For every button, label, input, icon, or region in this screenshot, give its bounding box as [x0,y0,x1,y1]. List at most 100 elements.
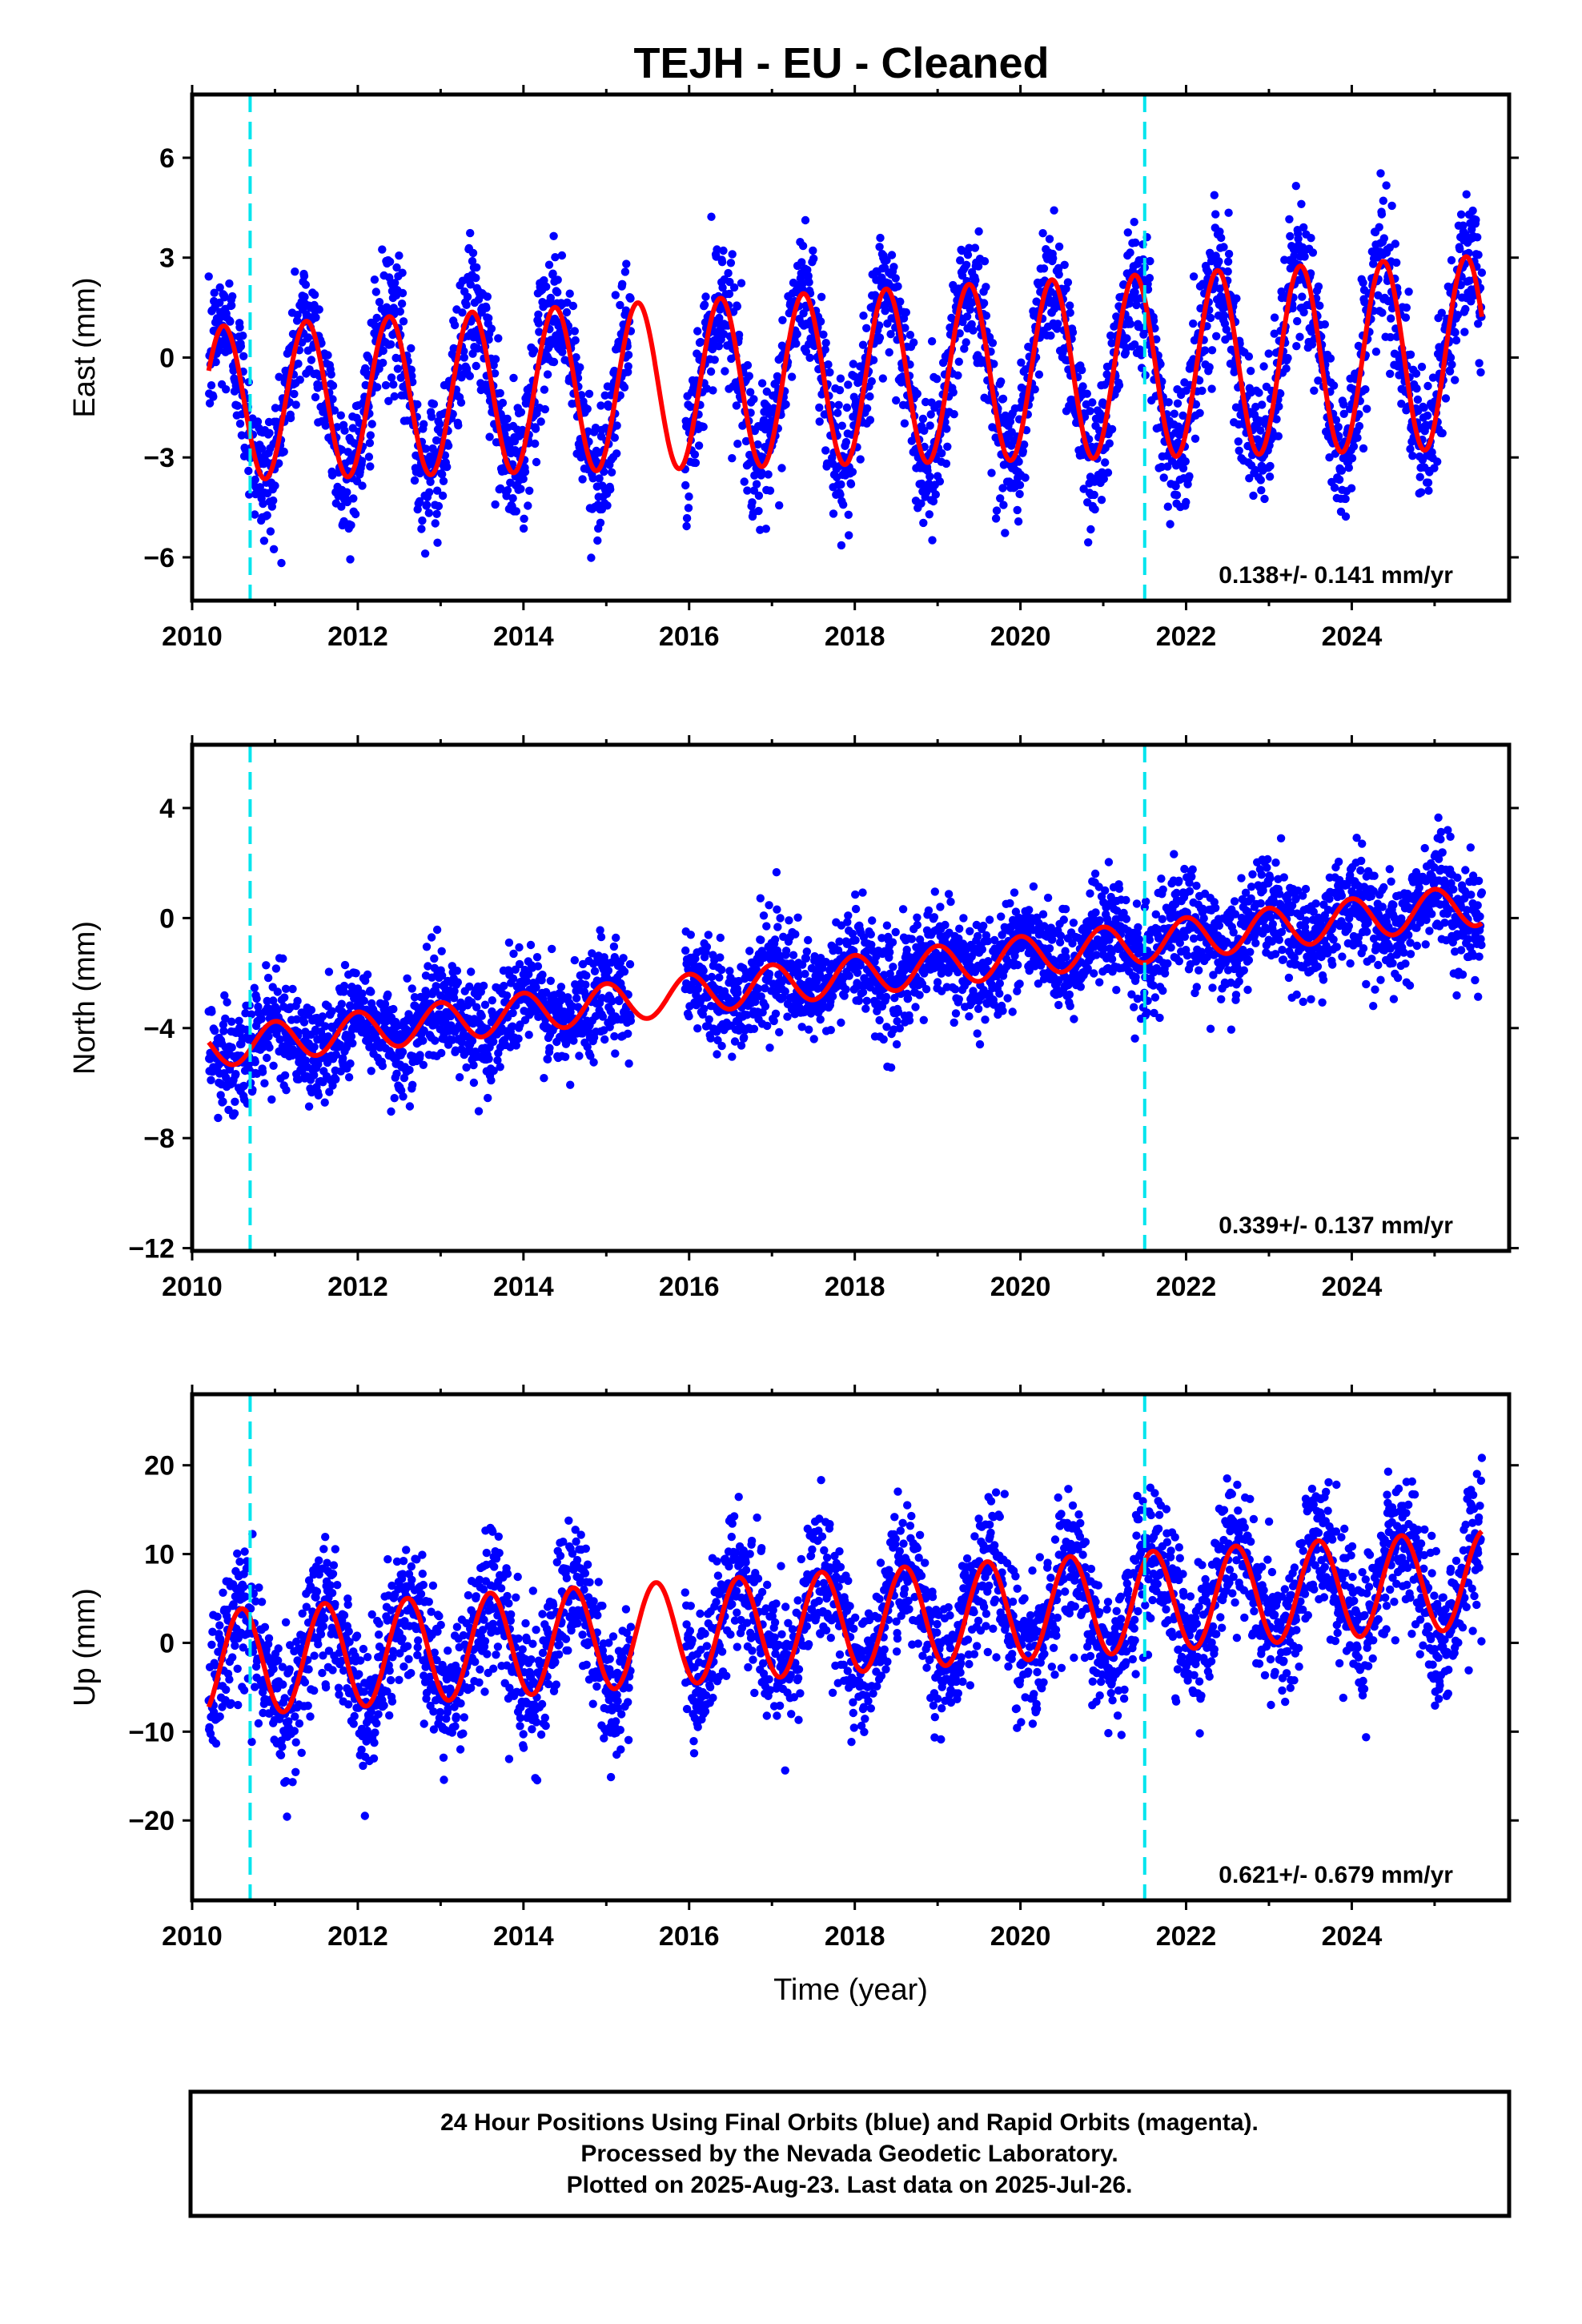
north-data-point [713,1050,721,1059]
north-data-point [280,1071,290,1080]
east-data-point [227,301,236,310]
east-y-tick-label: 0 [159,343,175,373]
north-data-point [431,1036,440,1045]
east-data-point [1166,520,1174,529]
north-data-point [488,996,496,1005]
east-data-point [1329,381,1339,390]
east-data-point [997,377,1006,386]
east-data-point [621,306,631,315]
east-data-point [1413,395,1423,404]
north-data-point [500,981,508,991]
east-data-point [1244,352,1254,361]
east-data-point [1411,369,1421,378]
east-data-point [1361,385,1370,394]
east-data-point [837,541,846,550]
north-data-point [263,1053,271,1063]
east-data-point [1060,260,1069,269]
north-data-point [416,1051,424,1059]
north-data-point [681,946,690,955]
north-data-point [231,1070,240,1079]
east-data-point [381,380,391,390]
north-data-point [763,1021,772,1031]
east-data-point [962,338,970,347]
north-data-point [861,1004,870,1013]
north-data-point [390,1094,399,1103]
east-data-point [725,289,734,299]
east-data-point [422,501,432,509]
north-data-point [716,953,725,962]
east-data-point [549,231,558,240]
north-data-point [282,1086,291,1095]
east-data-point [1001,529,1010,537]
east-data-point [765,486,775,495]
east-data-point [1314,376,1323,385]
east-data-point [1207,384,1216,393]
east-data-point [829,509,838,518]
north-data-point [596,932,606,942]
north-data-point [546,976,555,986]
east-data-point [1215,257,1223,266]
east-data-point [710,356,719,364]
north-data-point [214,1113,223,1123]
east-data-point [572,353,580,362]
east-data-point [869,356,878,364]
east-data-point [600,467,608,476]
east-data-point [398,288,408,298]
north-data-point [455,1073,464,1082]
east-data-point [718,283,727,292]
east-data-point [1198,386,1207,396]
east-data-point [396,307,404,316]
north-data-point [251,1058,259,1067]
east-data-point [491,355,500,364]
east-data-point [343,497,351,507]
north-data-point [211,1026,219,1035]
east-data-point [343,488,351,497]
east-data-point [1132,300,1141,310]
north-data-point [611,1049,620,1058]
east-data-point [1417,362,1427,372]
east-data-point [1163,502,1173,511]
north-data-point [604,966,613,975]
east-data-point [509,373,518,383]
north-data-point [624,1059,633,1068]
east-data-point [837,480,845,489]
east-data-point [1330,483,1339,493]
east-data-point [407,365,416,374]
north-data-point [545,1043,554,1053]
east-data-point [379,346,387,356]
north-data-point [484,1093,492,1103]
east-data-point [468,349,477,358]
east-data-point [301,280,311,289]
east-data-point [1392,258,1401,267]
north-data-point [707,972,717,982]
east-data-point [707,212,716,221]
east-data-point [1353,433,1362,442]
north-data-point [532,953,542,962]
east-data-point [438,470,447,479]
east-data-point [859,312,868,320]
east-data-point [834,400,843,409]
east-data-point [998,394,1008,404]
north-data-point [227,1043,236,1052]
east-data-point [974,262,983,271]
east-data-point [1249,491,1258,501]
east-data-point [1049,254,1058,263]
east-data-point [1079,485,1088,493]
east-data-point [593,536,602,545]
east-data-point [616,300,624,310]
north-data-point [773,905,781,914]
north-data-point [487,1076,496,1085]
east-data-point [804,271,813,280]
north-data-point [728,1052,737,1061]
north-data-point [207,1076,215,1085]
east-data-point [557,251,567,260]
east-data-point [263,511,271,520]
east-data-point [606,485,615,494]
east-data-point [1203,267,1213,276]
north-data-point [223,998,231,1007]
north-data-point [715,973,724,982]
east-data-point [733,440,742,448]
east-data-point [426,477,435,486]
panel-north: 2010 2012 2014 2016 2018 2020 2022 2024−12−8−40… [68,735,1519,1302]
